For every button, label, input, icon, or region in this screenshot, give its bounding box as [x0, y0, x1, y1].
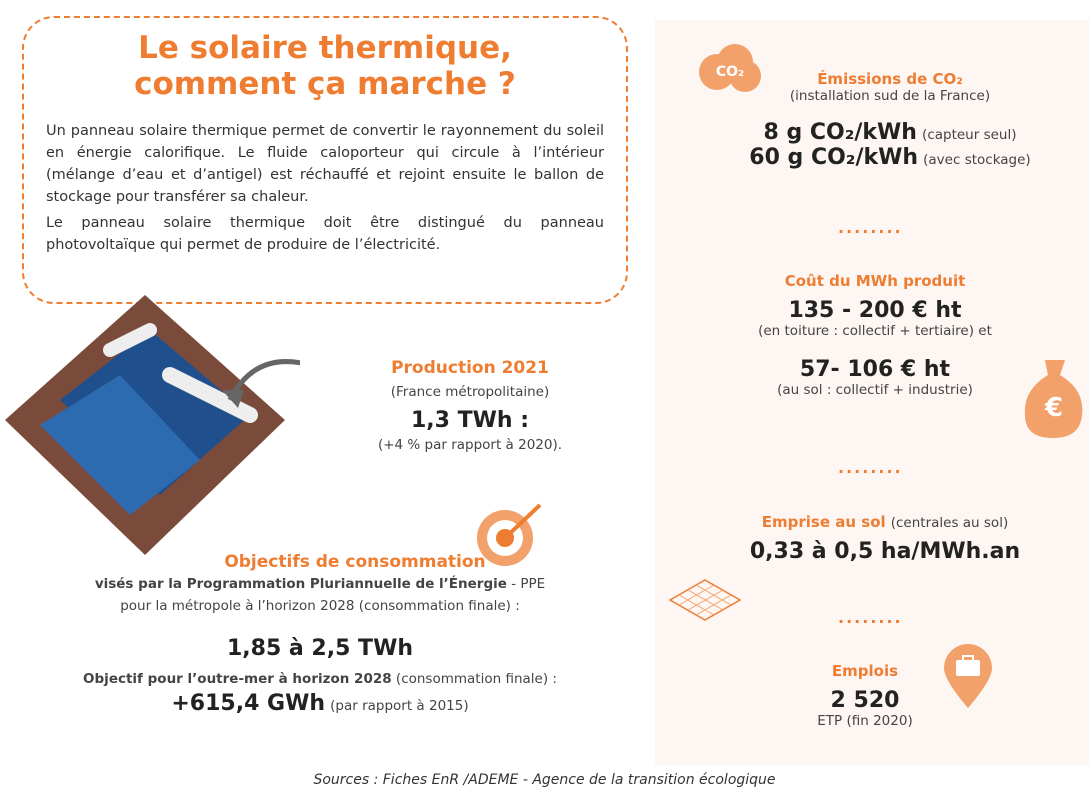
objectives-text: visés par la Programmation Pluriannuelle… [95, 576, 507, 592]
title-line: Le solaire thermique, [40, 30, 610, 66]
overseas-compare: (par rapport à 2015) [330, 698, 469, 714]
jobs-note: ETP (fin 2020) [780, 713, 950, 729]
objectives-text: pour la métropole à l’horizon 2028 (cons… [10, 598, 630, 614]
icon-label: € [1044, 393, 1063, 423]
overseas-label: Objectif pour l’outre-mer à horizon 2028 [83, 671, 392, 687]
emissions-value: 8 g CO₂/kWh [764, 120, 917, 145]
cost: Coût du MWh produit 135 - 200 € ht (en t… [690, 272, 1060, 398]
emissions: Émissions de CO₂ (installation sud de la… [700, 70, 1080, 170]
emissions-note: (installation sud de la France) [700, 88, 1080, 104]
solar-photo [0, 290, 300, 560]
title: Le solaire thermique, comment ça marche … [40, 30, 610, 102]
cost-value: 135 - 200 € ht [690, 298, 1060, 323]
land-value: 0,33 à 0,5 ha/MWh.an [700, 539, 1070, 564]
objectives: Objectifs de consommation visés par la P… [10, 552, 630, 716]
emissions-row-note: (avec stockage) [923, 152, 1031, 168]
overseas-note: (consommation finale) : [396, 671, 557, 687]
production-scope: (France métropolitaine) [340, 384, 600, 400]
separator: ········ [838, 612, 903, 631]
production-note: (+4 % par rapport à 2020). [340, 437, 600, 453]
jobs-title: Emplois [780, 662, 950, 680]
paragraph: Le panneau solaire thermique doit être d… [46, 212, 604, 256]
cost-note: (en toiture : collectif + tertiaire) et [690, 323, 1060, 339]
emissions-title: Émissions de CO₂ [700, 70, 1080, 88]
land-note: (centrales au sol) [891, 515, 1008, 531]
separator: ········ [838, 222, 903, 241]
sources: Sources : Fiches EnR /ADEME - Agence de … [0, 772, 1089, 788]
objectives-title: Objectifs de consommation [80, 552, 630, 572]
production-title: Production 2021 [340, 358, 600, 378]
separator: ········ [838, 462, 903, 481]
emissions-value: 60 g CO₂/kWh [749, 145, 918, 170]
overseas-value: +615,4 GWh [171, 691, 325, 716]
jobs-value: 2 520 [780, 688, 950, 713]
jobs: Emplois 2 520 ETP (fin 2020) [780, 662, 950, 729]
objectives-text: - PPE [511, 576, 545, 592]
cost-note: (au sol : collectif + industrie) [690, 382, 1060, 398]
paragraph: Un panneau solaire thermique permet de c… [46, 120, 604, 208]
objectives-value: 1,85 à 2,5 TWh [10, 636, 630, 661]
production: Production 2021 (France métropolitaine) … [340, 358, 600, 453]
grid-icon [665, 575, 745, 625]
title-line: comment ça marche ? [40, 66, 610, 102]
land-title: Emprise au sol [762, 513, 886, 531]
cost-value: 57- 106 € ht [690, 357, 1060, 382]
infographic: Le solaire thermique, comment ça marche … [0, 0, 1089, 796]
intro: Un panneau solaire thermique permet de c… [46, 120, 604, 256]
cost-title: Coût du MWh produit [690, 272, 1060, 290]
land: Emprise au sol (centrales au sol) 0,33 à… [700, 512, 1070, 564]
money-bag: € [1020, 350, 1086, 440]
job-pin [940, 640, 996, 710]
emissions-row-note: (capteur seul) [922, 127, 1016, 143]
production-value: 1,3 TWh : [340, 408, 600, 433]
